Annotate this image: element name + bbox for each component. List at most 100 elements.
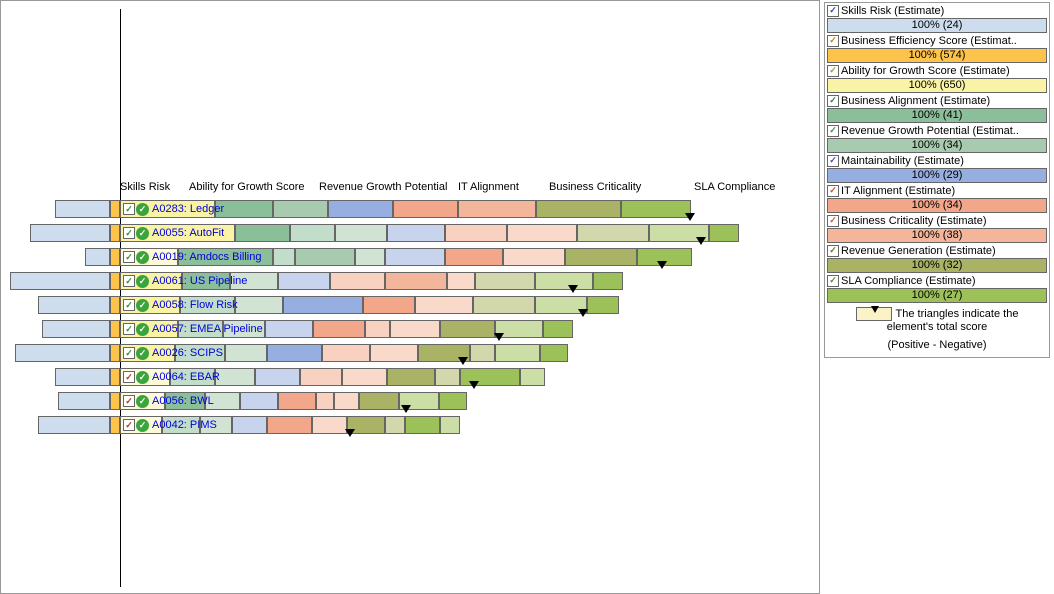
legend-checkbox[interactable]: ✓ — [827, 65, 839, 77]
bar-segment — [55, 200, 110, 218]
bar-segment — [42, 320, 110, 338]
bar-segment — [15, 344, 110, 362]
row-negative-bars — [55, 200, 120, 218]
bar-segment — [342, 368, 387, 386]
legend-checkbox[interactable]: ✓ — [827, 215, 839, 227]
bar-segment — [110, 344, 120, 362]
legend-label: IT Alignment (Estimate) — [841, 185, 955, 197]
row-negative-bars — [58, 392, 120, 410]
legend-checkbox[interactable]: ✓ — [827, 125, 839, 137]
bar-segment — [543, 320, 573, 338]
column-headers: Skills RiskAbility for Growth ScoreReven… — [1, 181, 819, 197]
bar-segment — [312, 416, 347, 434]
row-checkbox[interactable]: ✓ — [123, 347, 135, 359]
legend-item: ✓Revenue Generation (Estimate)100% (32) — [825, 243, 1049, 273]
bar-segment — [267, 344, 322, 362]
bar-segment — [363, 296, 415, 314]
bar-segment — [215, 200, 273, 218]
bar-segment — [370, 344, 418, 362]
row-positive-bars — [120, 344, 568, 362]
legend-label: Business Criticality (Estimate) — [841, 215, 986, 227]
total-score-marker-icon — [568, 285, 578, 293]
bar-segment — [470, 344, 495, 362]
bar-segment — [265, 320, 313, 338]
row-checkbox[interactable]: ✓ — [123, 371, 135, 383]
legend-panel: ✓Skills Risk (Estimate)100% (24)✓Busines… — [824, 2, 1050, 358]
legend-item: ✓Ability for Growth Score (Estimate)100%… — [825, 63, 1049, 93]
bar-segment — [110, 368, 120, 386]
bar-segment — [322, 344, 370, 362]
row-negative-bars — [30, 224, 120, 242]
total-score-marker-icon — [696, 237, 706, 245]
bar-segment — [445, 248, 503, 266]
row-positive-bars — [120, 416, 460, 434]
bar-segment — [55, 368, 110, 386]
legend-checkbox[interactable]: ✓ — [827, 185, 839, 197]
bar-segment — [30, 224, 110, 242]
total-score-marker-icon — [657, 261, 667, 269]
legend-checkbox[interactable]: ✓ — [827, 95, 839, 107]
chart-row: ✓✓A0026: SCIPS — [1, 342, 819, 366]
bar-segment — [447, 272, 475, 290]
bar-segment — [255, 368, 300, 386]
row-checkbox[interactable]: ✓ — [123, 395, 135, 407]
legend-swatch: 100% (29) — [827, 168, 1047, 183]
row-positive-bars — [120, 200, 691, 218]
bar-segment — [439, 392, 467, 410]
legend-note-line: element's total score — [829, 321, 1045, 333]
row-positive-bars — [120, 320, 573, 338]
legend-item: ✓Skills Risk (Estimate)100% (24) — [825, 3, 1049, 33]
legend-item-header: ✓Maintainability (Estimate) — [825, 153, 1049, 168]
chart-rows: ✓✓A0283: Ledger✓✓A0055: AutoFit✓✓A0019: … — [1, 198, 819, 438]
column-header: SLA Compliance — [694, 181, 775, 193]
legend-checkbox[interactable]: ✓ — [827, 245, 839, 257]
legend-checkbox[interactable]: ✓ — [827, 275, 839, 287]
legend-item-header: ✓SLA Compliance (Estimate) — [825, 273, 1049, 288]
column-header: Business Criticality — [549, 181, 641, 193]
bar-segment — [577, 224, 649, 242]
row-checkbox[interactable]: ✓ — [123, 203, 135, 215]
legend-checkbox[interactable]: ✓ — [827, 35, 839, 47]
bar-segment — [175, 344, 225, 362]
bar-segment — [110, 296, 120, 314]
bar-segment — [110, 248, 120, 266]
bar-segment — [355, 248, 385, 266]
chart-row: ✓✓A0058: Flow Risk — [1, 294, 819, 318]
bar-segment — [621, 200, 691, 218]
row-checkbox[interactable]: ✓ — [123, 323, 135, 335]
bar-segment — [520, 368, 545, 386]
row-checkbox[interactable]: ✓ — [123, 299, 135, 311]
legend-item: ✓Business Alignment (Estimate)100% (41) — [825, 93, 1049, 123]
bar-segment — [415, 296, 473, 314]
bar-segment — [365, 320, 390, 338]
legend-swatch: 100% (34) — [827, 198, 1047, 213]
chart-row: ✓✓A0019: Amdocs Billing — [1, 246, 819, 270]
bar-segment — [235, 224, 290, 242]
row-positive-bars — [120, 248, 692, 266]
chart-row: ✓✓A0057: EMEA Pipeline — [1, 318, 819, 342]
legend-checkbox[interactable]: ✓ — [827, 155, 839, 167]
bar-segment — [58, 392, 110, 410]
bar-segment — [385, 272, 447, 290]
bar-segment — [385, 248, 445, 266]
chart-row: ✓✓A0056: BWL — [1, 390, 819, 414]
legend-item-header: ✓Business Efficiency Score (Estimat.. — [825, 33, 1049, 48]
row-checkbox[interactable]: ✓ — [123, 419, 135, 431]
row-checkbox[interactable]: ✓ — [123, 251, 135, 263]
chart-row: ✓✓A0042: PIMS — [1, 414, 819, 438]
legend-label: Revenue Generation (Estimate) — [841, 245, 996, 257]
row-checkbox[interactable]: ✓ — [123, 275, 135, 287]
legend-checkbox[interactable]: ✓ — [827, 5, 839, 17]
bar-segment — [540, 344, 568, 362]
row-negative-bars — [10, 272, 120, 290]
bar-segment — [393, 200, 458, 218]
bar-segment — [165, 392, 205, 410]
row-negative-bars — [38, 296, 120, 314]
bar-segment — [110, 392, 120, 410]
row-negative-bars — [85, 248, 120, 266]
bar-segment — [240, 392, 278, 410]
row-checkbox[interactable]: ✓ — [123, 227, 135, 239]
bar-segment — [273, 200, 328, 218]
row-negative-bars — [38, 416, 120, 434]
bar-segment — [565, 248, 637, 266]
